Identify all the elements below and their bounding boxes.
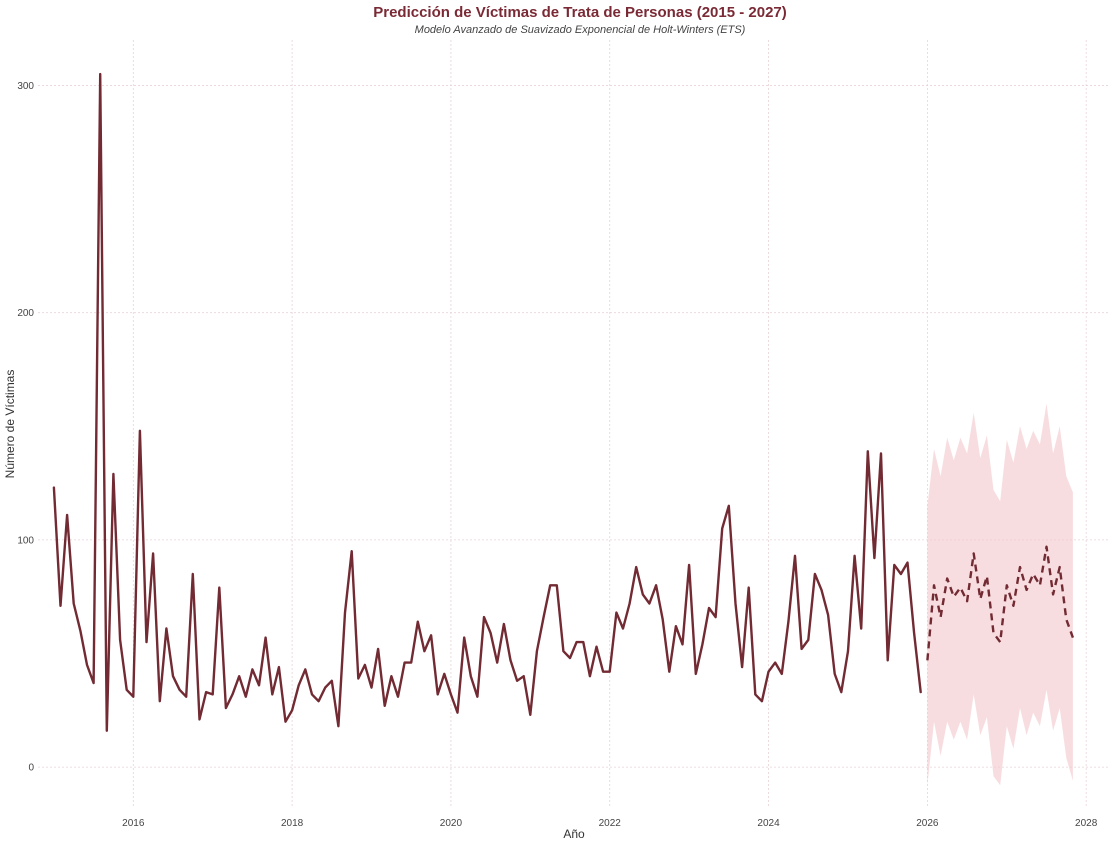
x-tick-label: 2026 xyxy=(916,818,939,829)
x-axis-label: Año xyxy=(563,827,585,841)
x-tick-label: 2016 xyxy=(122,818,145,829)
chart-subtitle: Modelo Avanzado de Suavizado Exponencial… xyxy=(414,24,746,36)
historical-line xyxy=(52,72,922,732)
chart-title: Predicción de Víctimas de Trata de Perso… xyxy=(373,4,787,21)
forecast-confidence-band xyxy=(927,403,1073,786)
x-tick-label: 2020 xyxy=(440,818,463,829)
y-tick-label: 0 xyxy=(28,763,34,774)
y-axis-label: Número de Víctimas xyxy=(3,370,17,479)
x-tick-label: 2022 xyxy=(599,818,622,829)
y-tick-label: 300 xyxy=(17,81,34,92)
y-tick-label: 100 xyxy=(17,535,34,546)
x-tick-label: 2018 xyxy=(281,818,304,829)
y-tick-label: 200 xyxy=(17,308,34,319)
forecast-line xyxy=(926,545,1075,661)
x-tick-label: 2024 xyxy=(757,818,780,829)
x-tick-label: 2028 xyxy=(1075,818,1098,829)
